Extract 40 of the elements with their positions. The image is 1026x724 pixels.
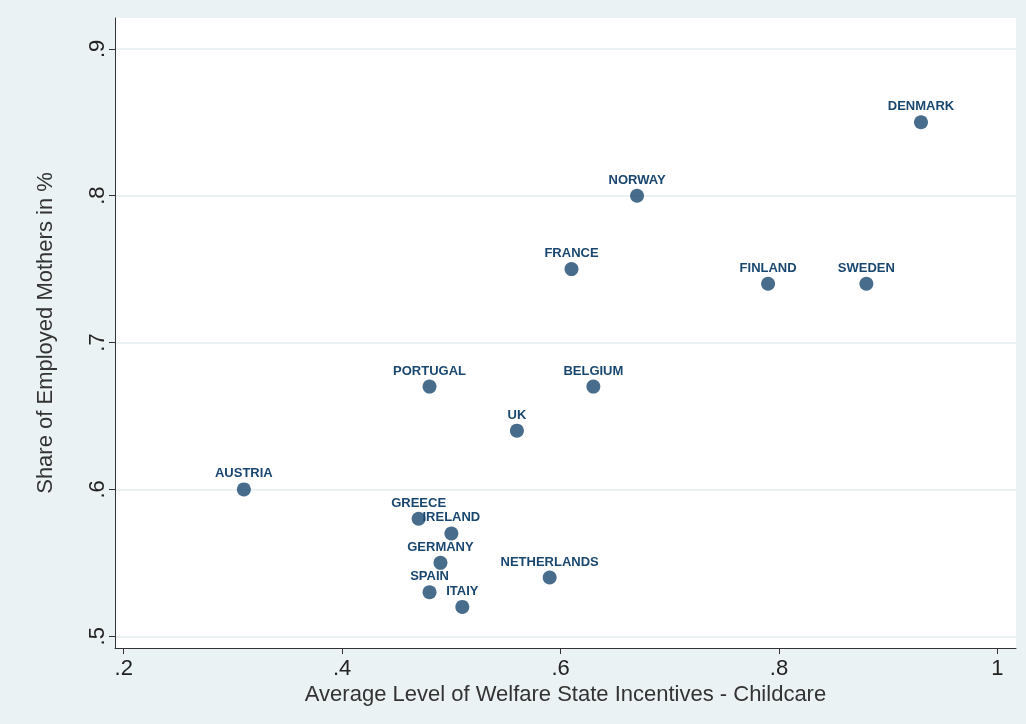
annotation: PORTUGAL [393, 362, 467, 378]
point [455, 599, 470, 614]
y-axis-title: Share of Employed Mothers in % [31, 172, 57, 494]
annotation: GERMANY [407, 538, 474, 554]
x-axis-title: Average Level of Welfare State Incentives - Childcare [304, 681, 827, 707]
annotation: SPAIN [410, 568, 449, 584]
annotation: BELGIUM [563, 362, 624, 378]
x-tick-label: .4 [332, 654, 352, 680]
annotation: FRANCE [544, 245, 599, 261]
point [859, 276, 874, 291]
point [444, 526, 459, 541]
y-tick-label: .8 [83, 186, 109, 205]
point [433, 555, 448, 570]
point [236, 482, 251, 497]
x-tick-label: 1 [991, 654, 1004, 680]
point [914, 115, 928, 130]
point [586, 379, 601, 394]
annotation: NORWAY [608, 171, 666, 187]
x-tick-label: .2 [114, 654, 133, 680]
annotation: UK [507, 406, 527, 422]
point [509, 423, 524, 438]
annotation: NETHERLANDS [500, 553, 600, 569]
annotation: AUSTRIA [214, 465, 274, 481]
point [761, 276, 776, 291]
x-tick-label: .6 [551, 654, 570, 680]
y-tick-label: .6 [83, 480, 109, 499]
point [564, 262, 579, 277]
point [542, 570, 557, 585]
y-tick-label: .5 [83, 627, 109, 646]
annotation: FINLAND [739, 259, 797, 275]
annotation: SWEDEN [837, 259, 895, 275]
annotation: ITAIY [446, 582, 479, 598]
point [422, 379, 437, 394]
point [630, 188, 645, 203]
point [422, 585, 437, 600]
y-tick-label: .7 [83, 333, 109, 352]
annotation: DENMARK [887, 98, 955, 114]
x-tick-label: .8 [769, 654, 789, 680]
y-tick-label: .9 [83, 39, 109, 59]
annotation: GREECE [391, 494, 447, 510]
